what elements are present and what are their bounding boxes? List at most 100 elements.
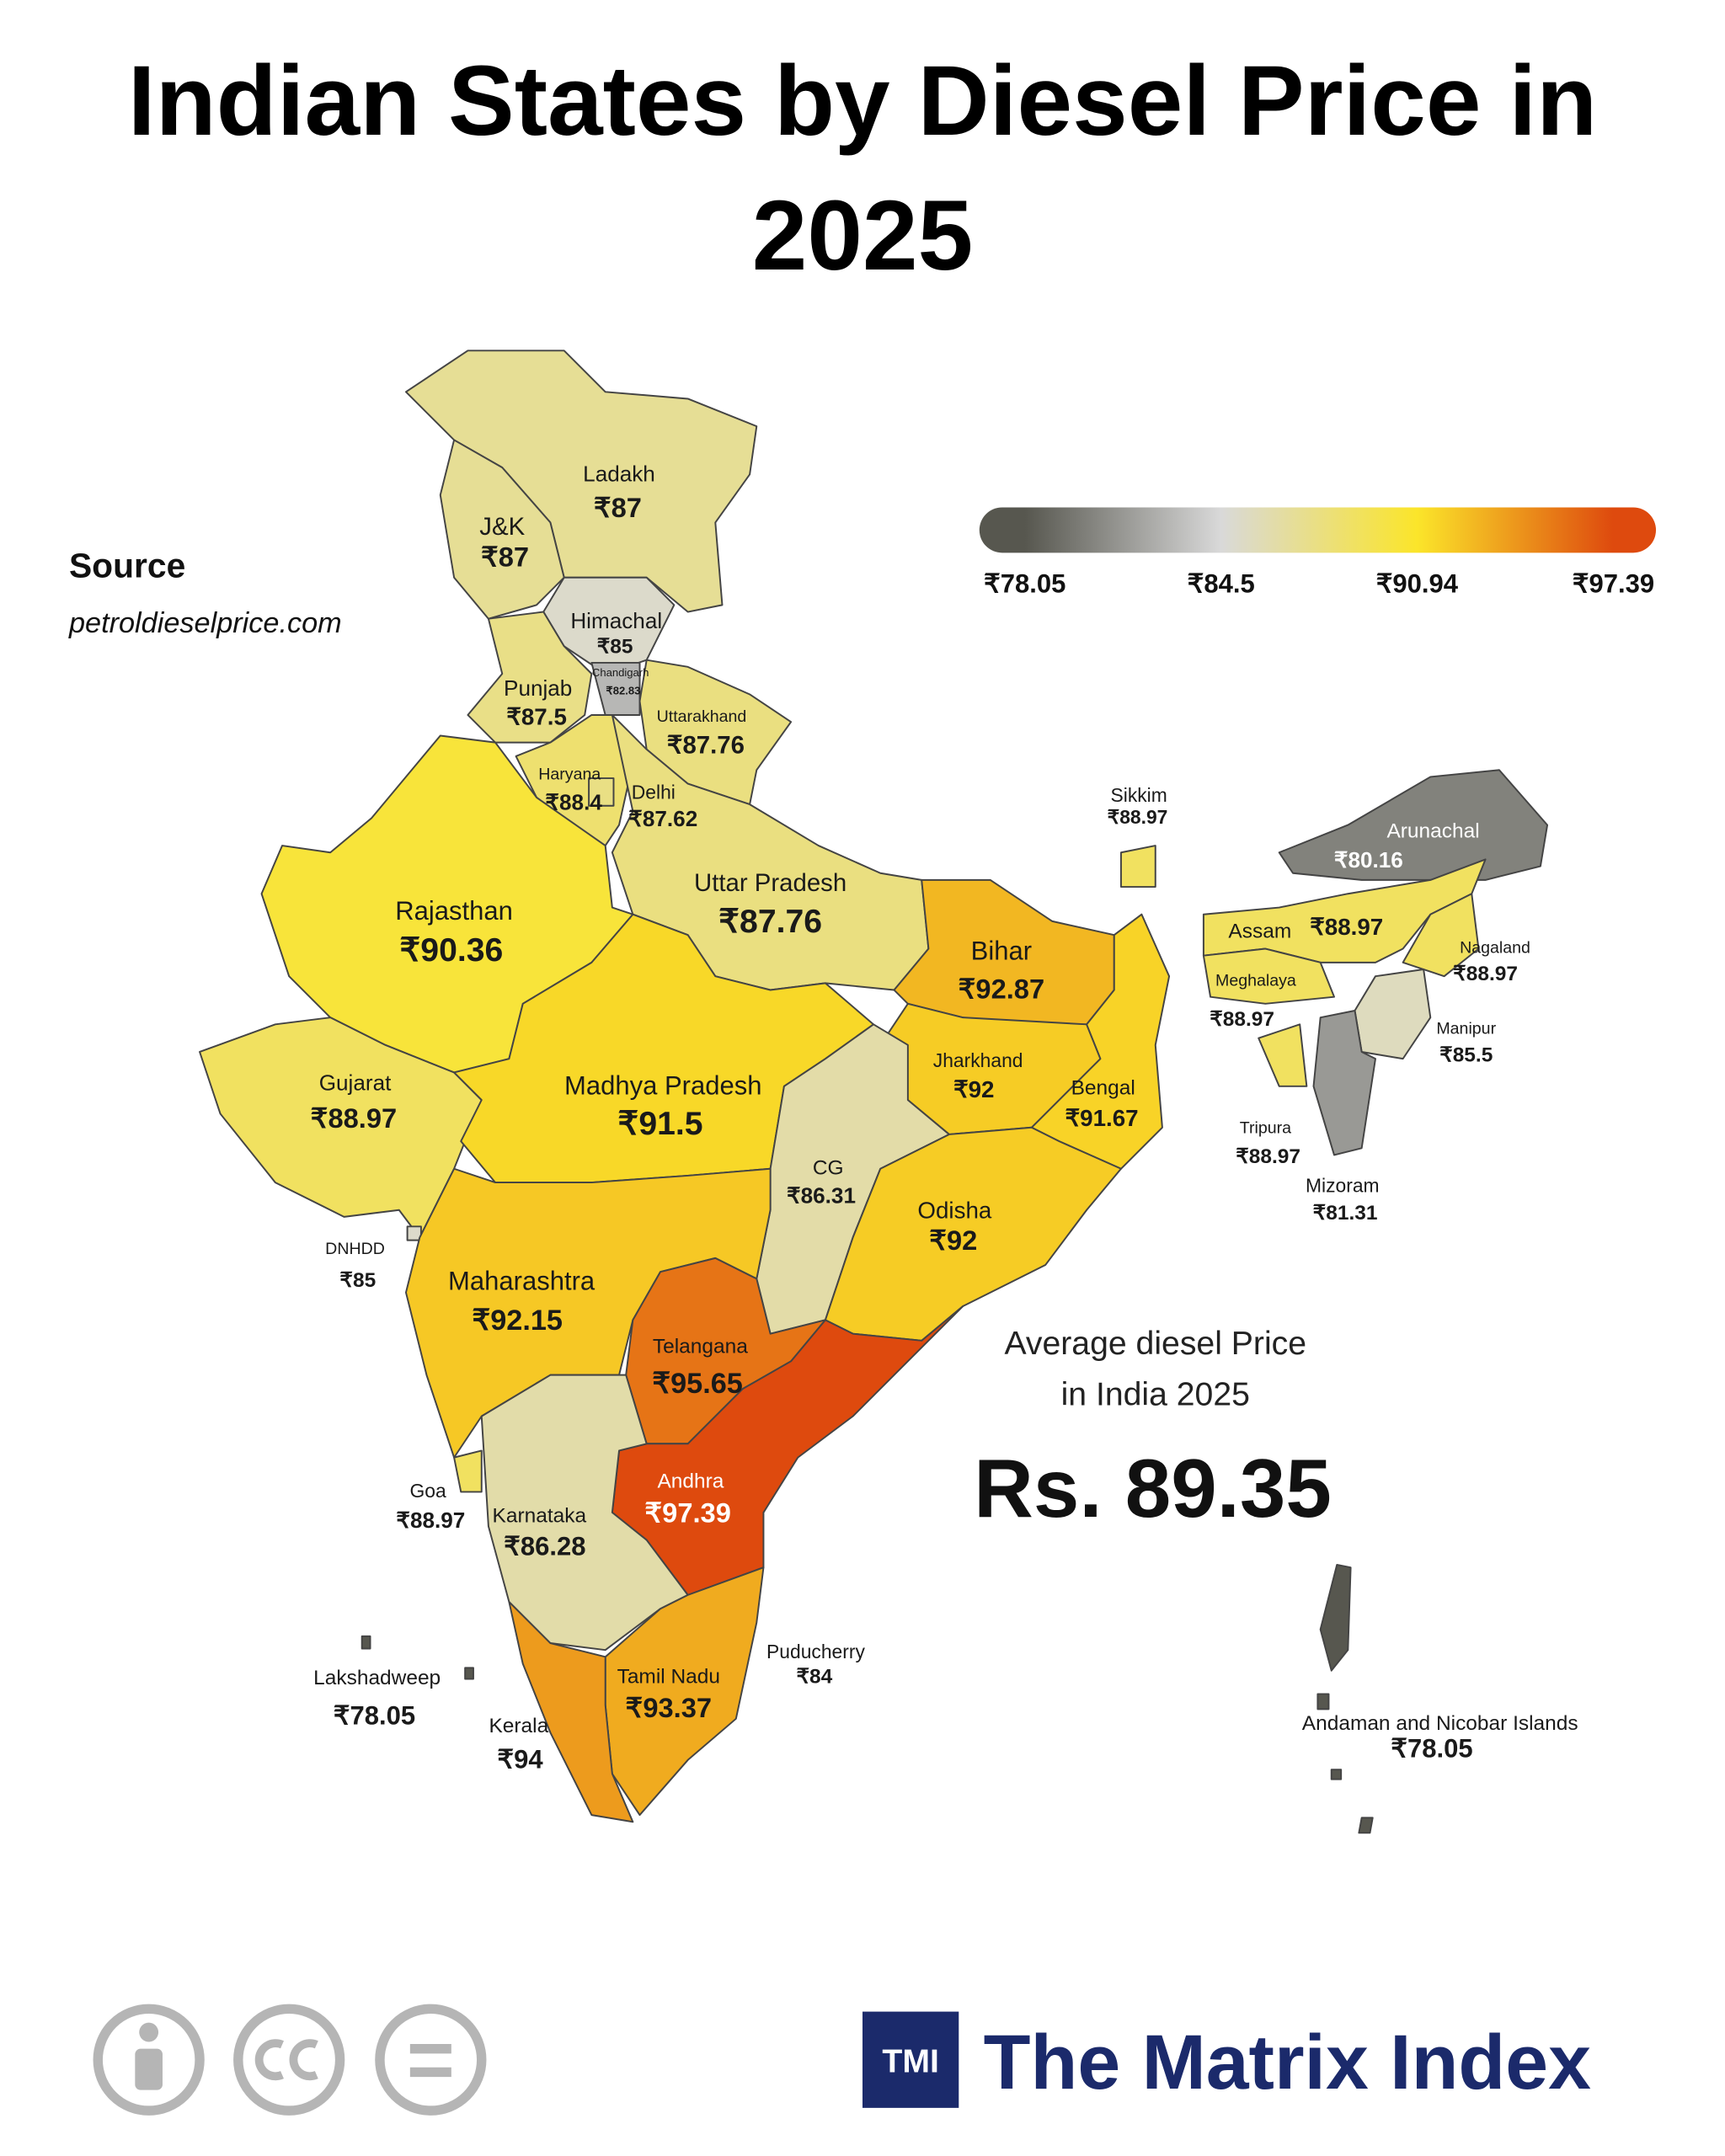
icon-cc bbox=[233, 2004, 345, 2116]
state-name: Tripura bbox=[1240, 1118, 1291, 1137]
state-price: ₹88.97 bbox=[1236, 1145, 1300, 1168]
state-name: Uttar Pradesh bbox=[694, 869, 846, 897]
state-price: ₹85.5 bbox=[1439, 1043, 1493, 1066]
state-shape bbox=[467, 611, 593, 744]
state-price: ₹92.87 bbox=[959, 973, 1044, 1004]
icon-nd bbox=[375, 2004, 487, 2116]
state-name: DNHDD bbox=[325, 1240, 385, 1258]
state-shape bbox=[1258, 1023, 1308, 1087]
state-name: Madhya Pradesh bbox=[564, 1071, 761, 1101]
state-price: ₹94 bbox=[497, 1745, 543, 1774]
state-name: Puducherry bbox=[766, 1641, 865, 1662]
state-price: ₹87 bbox=[594, 492, 642, 523]
state-name: Haryana bbox=[538, 766, 601, 784]
state-name: Himachal bbox=[570, 608, 662, 633]
state-price: ₹85 bbox=[339, 1269, 376, 1292]
state-price: ₹85 bbox=[597, 636, 633, 659]
state-shape bbox=[1202, 947, 1335, 1005]
state-price: ₹87.5 bbox=[506, 703, 567, 729]
state-name: Goa bbox=[409, 1480, 446, 1502]
source-heading: Source bbox=[69, 547, 185, 585]
state-name: Punjab bbox=[504, 675, 572, 701]
state-shape bbox=[439, 439, 565, 620]
state-price: ₹86.31 bbox=[787, 1183, 856, 1209]
state-price: ₹88.97 bbox=[311, 1102, 397, 1134]
license-icons bbox=[93, 2004, 487, 2116]
state-shape bbox=[1402, 893, 1480, 978]
state-price: ₹91.67 bbox=[1065, 1105, 1139, 1131]
state-shape bbox=[590, 661, 641, 716]
state-price: ₹91.5 bbox=[617, 1106, 702, 1142]
icon-by-head bbox=[139, 2022, 159, 2042]
state-name: Gujarat bbox=[319, 1070, 392, 1096]
state-price: ₹93.37 bbox=[626, 1692, 712, 1723]
state-name: Bengal bbox=[1071, 1077, 1135, 1100]
map-labels: Ladakh₹87J&K₹87Himachal₹85Chandigarh₹82.… bbox=[311, 461, 1578, 1774]
state-name: CG bbox=[813, 1156, 844, 1179]
state-price: ₹87 bbox=[481, 542, 529, 573]
source-url: petroldieselprice.com bbox=[68, 607, 342, 639]
average-caption: Average diesel Price bbox=[1004, 1326, 1306, 1362]
state-price: ₹97.39 bbox=[644, 1497, 730, 1528]
state-name: Lakshadweep bbox=[313, 1667, 441, 1689]
brand-mark-box bbox=[862, 2011, 959, 2108]
state-name: Kerala bbox=[489, 1715, 548, 1737]
state-name: Nagaland bbox=[1460, 938, 1530, 957]
brand-name: The Matrix Index bbox=[984, 2020, 1591, 2105]
state-shape bbox=[1119, 845, 1156, 889]
state-shape bbox=[453, 1449, 483, 1493]
state-price: ₹88.97 bbox=[1108, 806, 1168, 828]
state-name: Telangana bbox=[653, 1336, 748, 1358]
state-price: ₹87.76 bbox=[718, 904, 822, 940]
legend: ₹78.05 ₹84.5 ₹90.94 ₹97.39 bbox=[984, 569, 1654, 599]
legend-tick-label: ₹78.05 bbox=[984, 569, 1065, 599]
state-price: ₹80.16 bbox=[1334, 847, 1403, 873]
legend-tick-label: ₹90.94 bbox=[1376, 569, 1459, 599]
legend-tick-label: ₹84.5 bbox=[1188, 569, 1255, 599]
title: Indian States by Diesel Price in 2025 bbox=[127, 45, 1598, 291]
state-price: ₹90.36 bbox=[399, 932, 503, 969]
state-name: Meghalaya bbox=[1215, 972, 1296, 990]
state-name: Andaman and Nicobar Islands bbox=[1302, 1712, 1578, 1735]
state-name: Tamil Nadu bbox=[617, 1665, 720, 1688]
state-price: ₹78.05 bbox=[334, 1700, 415, 1730]
average-value: Rs. 89.35 bbox=[974, 1442, 1332, 1534]
state-name: Maharashtra bbox=[448, 1266, 595, 1295]
average-caption: in India 2025 bbox=[1061, 1377, 1250, 1413]
state-price: ₹92.15 bbox=[472, 1305, 563, 1337]
icon-by bbox=[93, 2004, 205, 2116]
map-shapes bbox=[199, 350, 1549, 1834]
legend-tick-label: ₹97.39 bbox=[1573, 569, 1654, 599]
icon-by-body bbox=[135, 2048, 163, 2090]
state-name: Rajasthan bbox=[395, 896, 513, 926]
state-name: J&K bbox=[479, 513, 525, 541]
state-price: ₹95.65 bbox=[652, 1368, 743, 1400]
state-name: Uttarakhand bbox=[657, 707, 747, 726]
state-name: Odisha bbox=[917, 1198, 991, 1224]
state-price: ₹92 bbox=[953, 1076, 995, 1102]
state-name: Karnataka bbox=[493, 1504, 587, 1527]
brand-mark: TMI bbox=[882, 2043, 938, 2079]
state-price: ₹92 bbox=[929, 1225, 977, 1256]
state-shape bbox=[1316, 1563, 1374, 1834]
state-price: ₹88.97 bbox=[1453, 963, 1518, 985]
state-price: ₹87.76 bbox=[667, 732, 745, 760]
state-name: Delhi bbox=[632, 782, 676, 803]
state-shape bbox=[1312, 1010, 1376, 1156]
state-shape bbox=[360, 1635, 474, 1680]
state-name: Mizoram bbox=[1306, 1175, 1380, 1197]
state-name: Arunachal bbox=[1386, 819, 1479, 842]
state-shape bbox=[588, 777, 615, 807]
state-name: Andhra bbox=[657, 1470, 724, 1493]
state-shape bbox=[508, 1601, 634, 1823]
state-price: ₹84 bbox=[796, 1665, 832, 1688]
state-shape bbox=[638, 659, 793, 806]
state-name: Sikkim bbox=[1111, 784, 1167, 806]
legend-bar bbox=[979, 507, 1657, 553]
state-shape bbox=[1030, 913, 1171, 1170]
state-name: Ladakh bbox=[583, 461, 655, 486]
state-shape bbox=[1354, 969, 1432, 1060]
state-price: ₹87.62 bbox=[628, 806, 697, 831]
